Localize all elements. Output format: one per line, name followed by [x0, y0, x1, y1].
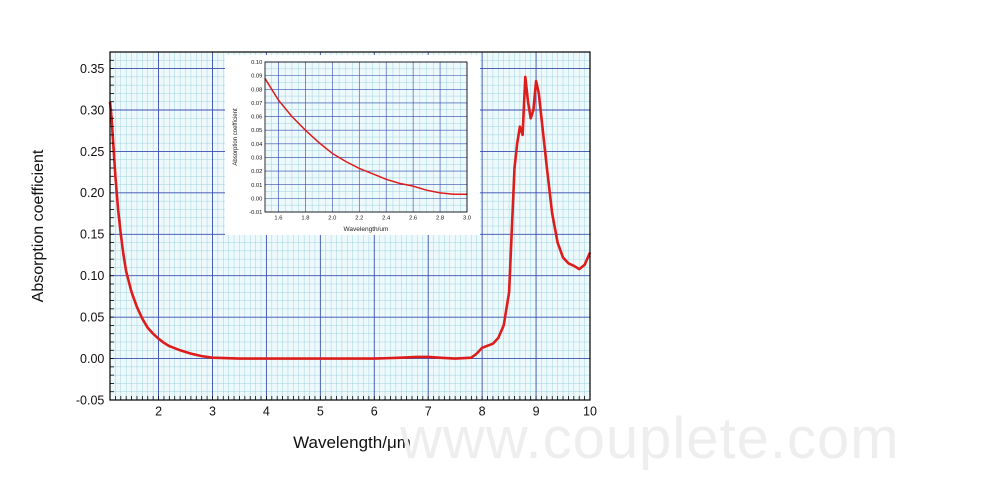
- x-tick-label: 3: [209, 405, 216, 419]
- main-x-tick-labels: 2 3 4 5 6 7 8 9 10: [155, 405, 597, 419]
- y-tick-label: -0.05: [76, 393, 105, 407]
- y-tick-label: 0.06: [251, 115, 262, 121]
- y-tick-label: -0.01: [249, 210, 262, 216]
- y-tick-label: 0.30: [80, 103, 104, 117]
- inset-series-line: [264, 78, 467, 196]
- x-tick-label: 2.0: [328, 215, 336, 221]
- x-tick-label: 8: [479, 405, 486, 419]
- y-tick-label: 0.02: [251, 169, 262, 175]
- inset-y-tick-labels: 0.10 0.09 0.08 0.07 0.06 0.05 0.04 0.03 0.02 0.01…: [249, 60, 263, 216]
- x-tick-label: 2.6: [409, 215, 417, 221]
- main-x-axis-label: Wavelength/μm: [293, 433, 411, 452]
- x-tick-label: 2: [155, 405, 162, 419]
- main-y-tick-labels: 0.35 0.30 0.25 0.20 0.15 0.10 0.05 0.00 -0.05: [76, 62, 105, 407]
- x-tick-label: 7: [425, 405, 432, 419]
- inset-y-axis-label: Absorption coefficient: [233, 108, 239, 166]
- x-tick-label: 1.8: [301, 215, 309, 221]
- y-tick-label: 0.00: [80, 352, 104, 366]
- inset-chart: 1.6 1.8 2.0 2.2 2.4 2.6 2.8 3.0 0.10 0.09 0.08 0.0…: [225, 55, 480, 235]
- y-tick-label: 0.00: [251, 196, 262, 202]
- inset-gridlines: [264, 61, 468, 213]
- inset-x-tick-labels: 1.6 1.8 2.0 2.2 2.4 2.6 2.8 3.0: [274, 215, 471, 221]
- inset-plot-frame: [264, 61, 468, 213]
- y-tick-label: 0.15: [80, 228, 104, 242]
- main-series-line: [108, 75, 592, 360]
- y-tick-label: 0.35: [80, 62, 104, 76]
- y-tick-label: 0.08: [251, 87, 262, 93]
- inset-x-axis-label: Wavelength/um: [344, 226, 389, 233]
- y-tick-label: 0.09: [251, 74, 262, 80]
- y-tick-label: 0.10: [80, 269, 104, 283]
- y-tick-label: 0.03: [251, 155, 262, 161]
- x-tick-label: 1.6: [274, 215, 282, 221]
- y-tick-label: 0.04: [251, 142, 263, 148]
- x-tick-label: 6: [371, 405, 378, 419]
- y-tick-label: 0.01: [251, 183, 262, 189]
- x-tick-label: 3.0: [463, 215, 471, 221]
- y-tick-label: 0.25: [80, 145, 104, 159]
- x-tick-label: 10: [583, 405, 597, 419]
- x-tick-label: 2.2: [355, 215, 363, 221]
- main-tick-marks: [110, 51, 591, 401]
- y-tick-label: 0.05: [80, 311, 104, 325]
- x-tick-label: 2.8: [436, 215, 444, 221]
- main-y-axis-label: Absorption coefficient: [30, 149, 47, 302]
- watermark: www.couplete.com: [400, 406, 900, 471]
- y-tick-label: 0.10: [251, 60, 262, 66]
- y-tick-label: 0.20: [80, 186, 104, 200]
- x-tick-label: 5: [317, 405, 324, 419]
- x-tick-label: 4: [263, 405, 270, 419]
- y-tick-label: 0.07: [251, 101, 262, 107]
- x-tick-label: 2.4: [382, 215, 391, 221]
- y-tick-label: 0.05: [251, 128, 262, 134]
- x-tick-label: 9: [533, 405, 540, 419]
